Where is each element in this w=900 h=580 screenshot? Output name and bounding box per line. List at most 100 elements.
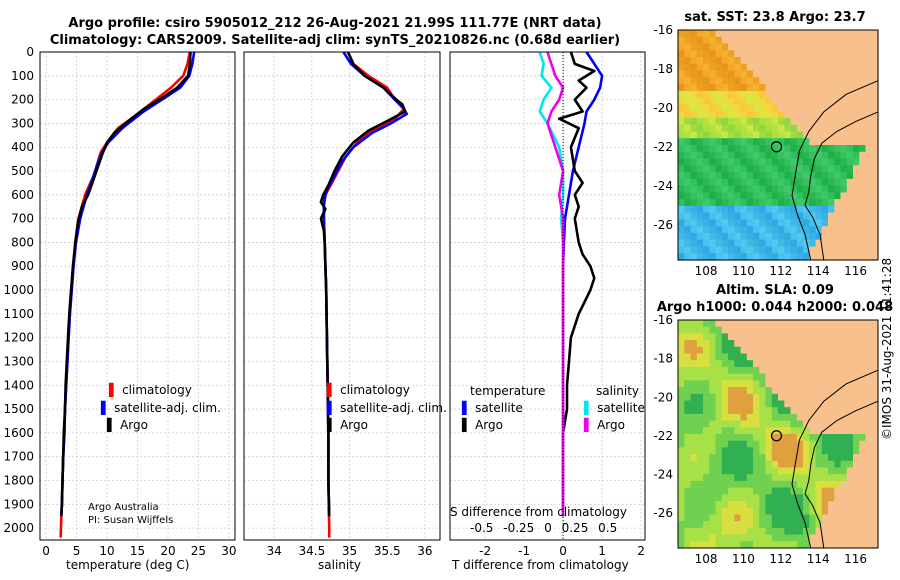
map-cell	[734, 97, 742, 105]
map-cell	[715, 447, 723, 455]
map-cell	[859, 487, 867, 495]
map-cell	[715, 50, 723, 58]
map-cell	[840, 434, 848, 442]
x-tick-label: 36	[417, 544, 432, 558]
map-cell	[865, 407, 873, 415]
map-cell	[709, 393, 717, 402]
map-cell	[815, 514, 823, 522]
map-cell	[846, 178, 854, 187]
map-cell	[721, 192, 729, 200]
map-cell	[709, 514, 717, 522]
map-cell	[871, 507, 879, 516]
map-cell	[678, 239, 685, 248]
map-cell	[778, 507, 785, 516]
map-cell	[696, 185, 704, 193]
map-cell	[778, 494, 785, 502]
map-cell	[703, 253, 710, 261]
map-cell	[815, 346, 823, 355]
map-cell	[853, 480, 860, 489]
map-cell	[803, 232, 810, 241]
map-cell	[834, 480, 842, 489]
map-cell	[721, 84, 729, 92]
map-cell	[703, 333, 710, 341]
map-cell	[871, 333, 879, 341]
map-cell	[853, 63, 860, 72]
map-cell	[834, 232, 842, 241]
map-cell	[865, 199, 873, 207]
map-cell	[815, 172, 823, 180]
map-cell	[684, 514, 692, 522]
map-cell	[740, 117, 748, 126]
map-cell	[803, 541, 810, 549]
map-cell	[703, 63, 710, 72]
map-cell	[840, 373, 848, 381]
map-cell	[803, 63, 810, 72]
map-cell	[703, 131, 710, 139]
map-cell	[759, 380, 767, 388]
map-cell	[853, 413, 860, 422]
map-cell	[809, 353, 817, 361]
map-cell	[684, 36, 692, 45]
map-cell	[834, 158, 842, 166]
map-cell	[684, 70, 692, 78]
map-cell	[759, 138, 767, 146]
map-cell	[784, 360, 792, 368]
map-cell	[684, 460, 692, 469]
map-cell	[828, 246, 835, 254]
map-cell	[853, 380, 860, 388]
map-cell	[771, 507, 779, 516]
map-cell	[684, 30, 692, 38]
map-cell	[790, 239, 798, 248]
map-cell	[865, 205, 873, 214]
map-cell	[696, 427, 704, 435]
map-cell	[834, 326, 842, 334]
map-cell	[696, 246, 704, 254]
map-cell	[871, 63, 879, 72]
map-cell	[871, 360, 879, 368]
map-cell	[759, 36, 767, 45]
map-x-tick: 108	[695, 264, 718, 278]
map-cell	[696, 393, 704, 402]
map-cell	[734, 124, 742, 133]
map-cell	[678, 131, 685, 139]
map-cell	[846, 104, 854, 112]
map-cell	[821, 393, 829, 402]
map-cell	[865, 534, 873, 542]
map-cell	[765, 534, 773, 542]
map-cell	[859, 447, 867, 455]
map-cell	[746, 70, 754, 78]
map-cell	[790, 117, 798, 126]
map-cell	[815, 57, 823, 65]
map-cell	[753, 84, 760, 92]
map-cell	[709, 527, 717, 536]
map-cell	[771, 454, 779, 462]
map-cell	[846, 90, 854, 99]
map-cell	[853, 212, 860, 220]
map-cell	[859, 178, 867, 187]
map-cell	[703, 507, 710, 516]
map-cell	[853, 501, 860, 509]
map-cell	[734, 393, 742, 402]
map-cell	[765, 30, 773, 38]
map-cell	[815, 226, 823, 234]
map-cell	[753, 346, 760, 355]
map-cell	[865, 117, 873, 126]
map-cell	[784, 447, 792, 455]
map-cell	[759, 447, 767, 455]
map-cell	[859, 165, 867, 173]
map-cell	[734, 413, 742, 422]
map-cell	[734, 507, 742, 516]
map-cell	[815, 440, 823, 448]
map-cell	[809, 373, 817, 381]
map-cell	[678, 514, 685, 522]
map-cell	[759, 440, 767, 448]
map-cell	[678, 474, 685, 482]
map-cell	[721, 158, 729, 166]
legend-argo-2: ▌ Argo	[327, 418, 368, 432]
y-tick-label: 600	[11, 188, 34, 202]
map-cell	[853, 158, 860, 166]
map-cell	[809, 487, 817, 495]
map-cell	[678, 232, 685, 241]
map-cell	[821, 111, 829, 119]
map-cell	[834, 380, 842, 388]
